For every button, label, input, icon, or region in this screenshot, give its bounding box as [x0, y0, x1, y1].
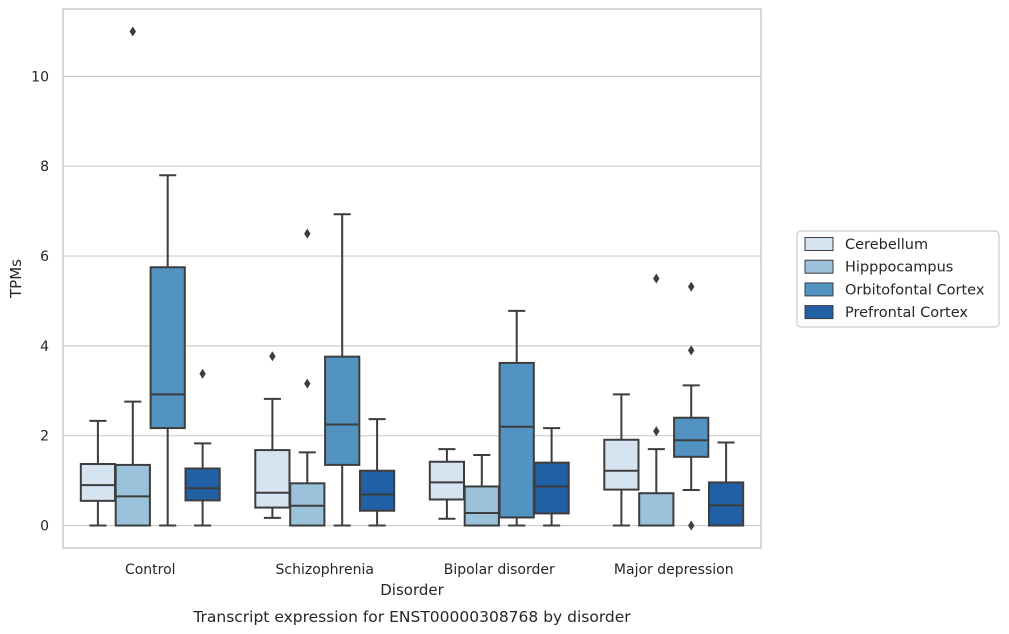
outlier-point	[304, 378, 311, 389]
y-tick-label: 8	[40, 159, 49, 175]
iqr-box	[707, 481, 745, 527]
iqr-box	[498, 361, 535, 519]
y-tick-label: 4	[40, 339, 49, 355]
x-tick-label: Schizophrenia	[276, 562, 374, 578]
box-series	[79, 26, 745, 531]
iqr-box	[603, 438, 640, 491]
box-prefrontal-cortex	[184, 368, 221, 527]
x-tick-label: Bipolar disorder	[444, 562, 555, 578]
box-prefrontal-cortex	[533, 427, 570, 527]
y-tick-label: 6	[40, 249, 49, 265]
y-axis-label: TPMs	[7, 259, 25, 299]
outlier-point	[129, 26, 136, 37]
legend-frame	[796, 230, 1000, 328]
iqr-box	[463, 485, 500, 527]
box-cerebellum	[428, 448, 466, 520]
box-orbitofontal-cortex	[324, 213, 361, 527]
chart-caption: Transcript expression for ENST0000030876…	[192, 608, 631, 626]
iqr-box	[673, 416, 710, 458]
box-prefrontal-cortex	[358, 418, 396, 527]
box-hipppocampus	[463, 454, 500, 527]
x-tick-label: Control	[125, 562, 176, 578]
iqr-box	[114, 463, 151, 527]
x-tick-label: Major depression	[614, 562, 734, 578]
iqr-box	[289, 482, 326, 527]
y-tick-label: 10	[31, 69, 49, 85]
outlier-point	[653, 273, 660, 284]
iqr-box	[149, 266, 186, 430]
iqr-box	[638, 492, 675, 527]
x-axis-label: Disorder	[380, 581, 444, 599]
legend-swatch	[804, 282, 834, 297]
iqr-box	[184, 467, 221, 502]
iqr-box	[358, 469, 396, 512]
legend-label: Orbitofontal Cortex	[845, 282, 985, 298]
outlier-point	[688, 520, 695, 531]
box-orbitofontal-cortex	[673, 281, 710, 531]
legend-label: Hipppocampus	[845, 260, 953, 276]
x-tick-labels: Control Schizophrenia Bipolar disorder Majo…	[125, 562, 734, 578]
y-tick-label: 2	[40, 429, 49, 445]
outlier-point	[653, 426, 660, 437]
legend: Cerebellum Hipppocampus Orbitofontal Corte…	[796, 230, 1000, 328]
legend-swatch	[804, 305, 834, 320]
outlier-point	[304, 228, 311, 239]
box-hipppocampus	[114, 26, 151, 527]
box-cerebellum	[603, 393, 640, 527]
legend-swatch	[804, 237, 834, 251]
box-prefrontal-cortex	[707, 441, 745, 527]
outlier-point	[269, 351, 276, 362]
box-orbitofontal-cortex	[149, 174, 186, 527]
outlier-point	[688, 281, 695, 292]
plot-frame	[62, 8, 762, 549]
legend-label: Prefrontal Cortex	[845, 305, 968, 321]
outlier-point	[199, 368, 206, 379]
box-cerebellum	[254, 351, 291, 519]
legend-swatch	[804, 259, 834, 274]
outlier-point	[688, 345, 695, 356]
legend-label: Cerebellum	[845, 237, 928, 253]
box-hipppocampus	[289, 228, 326, 527]
iqr-box	[428, 460, 466, 501]
iqr-box	[254, 449, 291, 509]
iqr-box	[324, 355, 361, 466]
box-orbitofontal-cortex	[498, 309, 535, 527]
iqr-box	[79, 463, 117, 502]
y-tick-labels: 0 2 4 6 8 10	[31, 69, 49, 534]
iqr-box	[533, 461, 570, 515]
y-tick-label: 0	[40, 519, 49, 535]
box-hipppocampus	[638, 273, 675, 527]
